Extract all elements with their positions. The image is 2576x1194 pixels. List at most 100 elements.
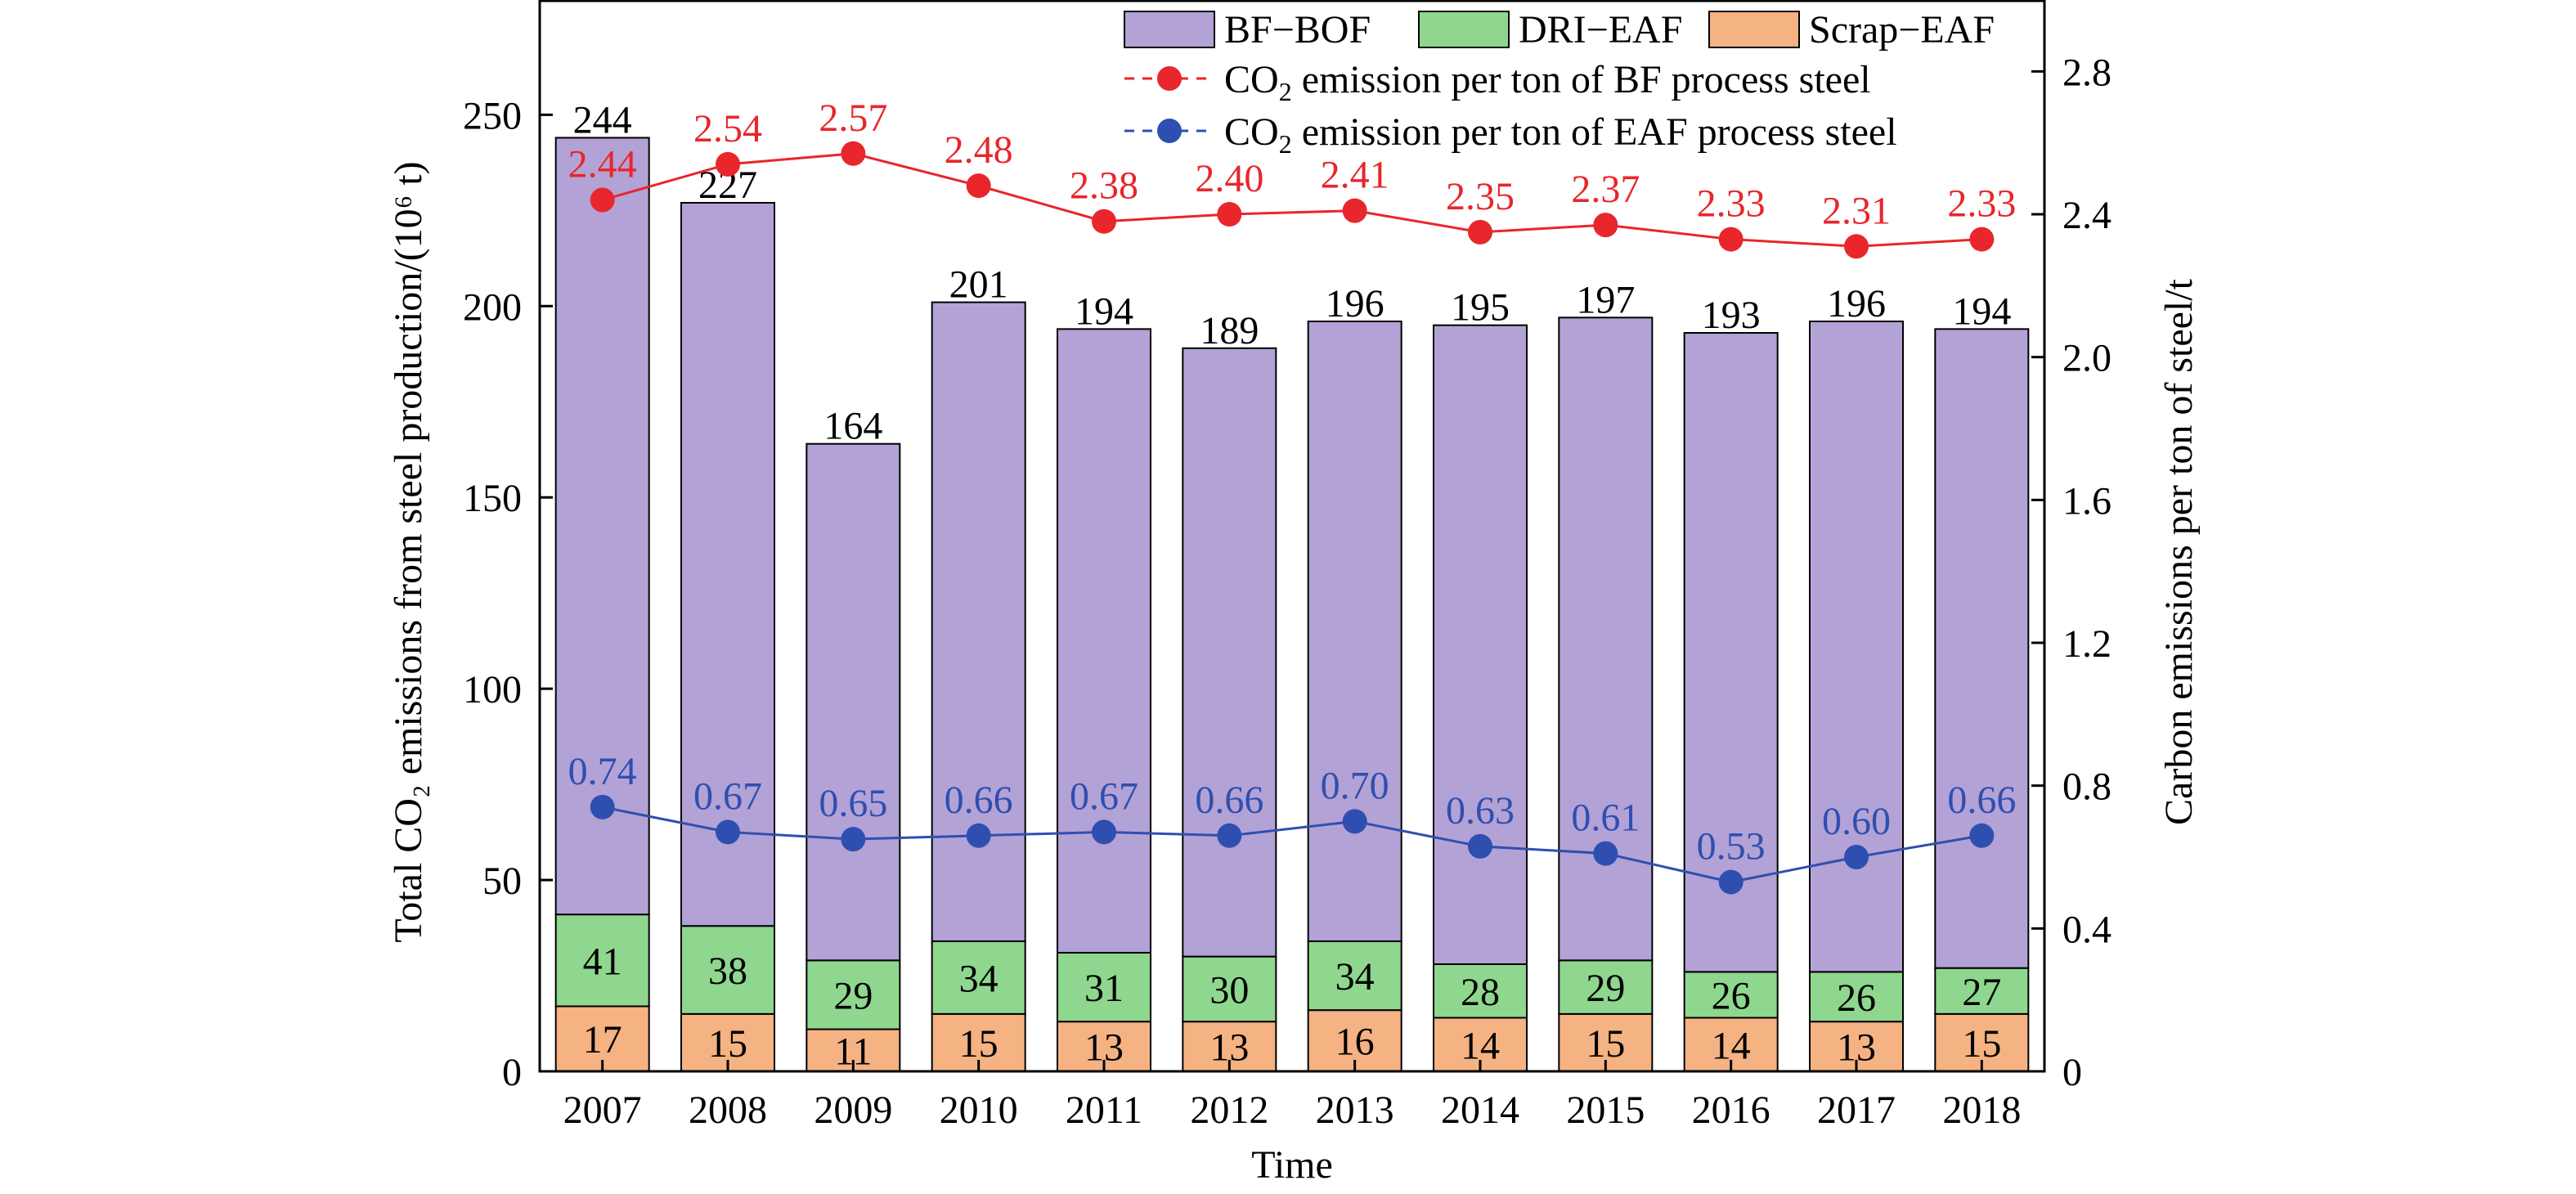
- legend-label: CO2 emission per ton of EAF process stee…: [1224, 110, 1897, 159]
- bf-emission-point: [1342, 198, 1367, 223]
- bf-emission-point: [841, 141, 866, 166]
- bf-emission-line: [602, 152, 1982, 248]
- bar-dri-eaf: [931, 940, 1026, 1015]
- eaf-emission-label: 0.70: [1321, 764, 1389, 807]
- bf-emission-label: 2.35: [1446, 175, 1515, 218]
- x-tick-label: 2007: [563, 1089, 642, 1132]
- eaf-emission-point: [1342, 809, 1367, 834]
- eaf-emission-point: [716, 819, 740, 845]
- legend-label: CO2 emission per ton of BF process steel: [1224, 58, 1871, 106]
- data-label-total: 194: [1952, 290, 2011, 333]
- eaf-emission-label: 0.66: [945, 779, 1013, 822]
- bar-bf-bof: [806, 442, 901, 962]
- x-tick-label: 2008: [689, 1089, 767, 1132]
- data-label-dri-eaf: 29: [1586, 967, 1625, 1010]
- eaf-emission-point: [1217, 823, 1242, 848]
- y-left-tick-label: 100: [463, 668, 522, 711]
- bf-emission-point: [1844, 234, 1869, 259]
- bar-bf-bof: [1307, 321, 1402, 942]
- data-label-total: 196: [1827, 282, 1886, 325]
- data-label-total: 197: [1576, 278, 1635, 321]
- bf-emission-label: 2.57: [819, 97, 887, 140]
- data-label-scrap-eaf: 15: [1586, 1022, 1625, 1066]
- data-label-total: 164: [824, 405, 882, 448]
- eaf-emission-line: [602, 806, 1982, 884]
- bar-dri-eaf: [1683, 971, 1779, 1019]
- y-axis-title-left: Total CO₂ emissions from steel productio…: [387, 161, 430, 942]
- data-label-total: 201: [949, 263, 1008, 307]
- legend-label: Scrap−EAF: [1809, 8, 1995, 52]
- eaf-emission-label: 0.53: [1697, 825, 1766, 869]
- y-right-tick-label: 2.0: [2062, 337, 2112, 380]
- bf-emission-label: 2.54: [693, 107, 762, 150]
- bf-emission-label: 2.44: [568, 143, 637, 186]
- bar-bf-bof: [554, 137, 650, 916]
- data-label-dri-eaf: 34: [1335, 955, 1375, 999]
- data-label-total: 189: [1200, 309, 1259, 352]
- bar-bf-bof: [1683, 332, 1779, 973]
- eaf-emission-point: [1969, 823, 1995, 848]
- eaf-emission-label: 0.60: [1822, 800, 1891, 843]
- data-label-scrap-eaf: 15: [959, 1022, 999, 1066]
- legend-swatch: [1708, 11, 1800, 48]
- bar-bf-bof: [680, 201, 775, 927]
- eaf-emission-point: [1593, 841, 1618, 866]
- bar-bf-bof: [1182, 347, 1277, 958]
- bar-bf-bof: [1934, 328, 2030, 969]
- eaf-emission-label: 0.66: [1195, 779, 1263, 822]
- x-tick-label: 2017: [1817, 1089, 1896, 1132]
- x-tick-label: 2011: [1066, 1089, 1142, 1132]
- bar-dri-eaf: [1433, 963, 1528, 1019]
- bar-bf-bof: [1809, 321, 1904, 973]
- data-label-total: 194: [1075, 290, 1133, 333]
- data-label-scrap-eaf: 15: [708, 1022, 747, 1066]
- y-left-tick-label: 200: [463, 285, 522, 329]
- bf-emission-label: 2.40: [1195, 157, 1263, 200]
- data-label-total: 193: [1702, 294, 1761, 337]
- plot-frame: [538, 0, 2046, 1073]
- data-label-dri-eaf: 30: [1209, 968, 1249, 1012]
- eaf-emission-point: [1092, 819, 1116, 845]
- bf-emission-point: [1718, 227, 1744, 252]
- data-label-dri-eaf: 31: [1084, 967, 1124, 1010]
- legend-swatch: [1124, 11, 1215, 48]
- bf-emission-label: 2.33: [1947, 182, 2016, 226]
- eaf-emission-label: 0.67: [693, 774, 762, 818]
- data-label-total: 196: [1326, 282, 1384, 325]
- y-right-tick-label: 0.4: [2062, 908, 2112, 951]
- data-label-scrap-eaf: 17: [583, 1018, 622, 1062]
- eaf-emission-label: 0.65: [819, 782, 887, 825]
- bar-dri-eaf: [1558, 959, 1654, 1015]
- bf-emission-point: [590, 187, 615, 213]
- eaf-emission-point: [590, 794, 615, 819]
- bf-emission-point: [716, 151, 740, 177]
- eaf-emission-point: [1844, 845, 1869, 869]
- bf-emission-label: 2.48: [945, 128, 1013, 172]
- x-tick-label: 2018: [1942, 1089, 2021, 1132]
- x-tick-label: 2016: [1692, 1089, 1770, 1132]
- eaf-emission-point: [1718, 869, 1744, 895]
- legend-marker: [1157, 66, 1182, 91]
- bf-emission-point: [1969, 227, 1995, 252]
- y-left-tick-label: 150: [463, 477, 522, 520]
- bar-bf-bof: [1057, 328, 1151, 954]
- data-label-total: 195: [1451, 286, 1510, 330]
- bf-emission-point: [1593, 213, 1618, 238]
- eaf-emission-point: [841, 827, 866, 852]
- bar-dri-eaf: [1057, 951, 1151, 1023]
- bar-bf-bof: [1433, 324, 1528, 965]
- bf-emission-label: 2.41: [1321, 154, 1389, 197]
- bf-emission-point: [1468, 219, 1492, 245]
- data-label-dri-eaf: 26: [1712, 974, 1751, 1017]
- y-left-tick-label: 250: [463, 94, 522, 137]
- data-label-scrap-eaf: 15: [1962, 1022, 2001, 1066]
- legend-swatch: [1418, 11, 1510, 48]
- eaf-emission-label: 0.67: [1070, 774, 1138, 818]
- x-axis-title: Time: [1251, 1143, 1333, 1187]
- data-label-total: 244: [573, 98, 632, 141]
- bf-emission-point: [1092, 209, 1116, 234]
- y-right-tick-label: 1.6: [2062, 479, 2112, 523]
- data-label-dri-eaf: 26: [1837, 976, 1876, 1020]
